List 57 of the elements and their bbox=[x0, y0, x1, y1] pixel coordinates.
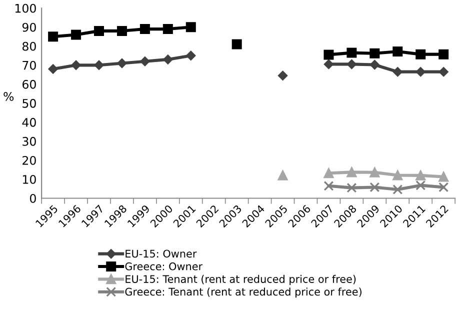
y-tick-label: 50 bbox=[22, 98, 36, 108]
point bbox=[392, 170, 403, 180]
legend-label: Greece: Owner bbox=[125, 262, 203, 270]
point bbox=[346, 167, 357, 178]
point bbox=[116, 26, 127, 36]
point bbox=[162, 24, 173, 34]
point bbox=[48, 64, 58, 74]
point bbox=[346, 182, 357, 193]
point bbox=[416, 67, 426, 77]
point bbox=[370, 167, 380, 178]
y-tick-label: 80 bbox=[22, 42, 36, 51]
y-tick-label: 70 bbox=[22, 60, 36, 70]
point bbox=[370, 182, 380, 192]
point bbox=[94, 26, 104, 36]
point bbox=[438, 67, 448, 77]
point bbox=[346, 48, 357, 58]
point bbox=[186, 50, 196, 60]
y-tick-label: 10 bbox=[22, 174, 36, 184]
point bbox=[324, 168, 334, 178]
point bbox=[346, 59, 356, 69]
point bbox=[392, 67, 402, 77]
legend-label: Greece: Tenant (rent at reduced price or free) bbox=[125, 288, 362, 298]
y-tick-label: 60 bbox=[22, 80, 36, 89]
point bbox=[416, 180, 426, 190]
point bbox=[140, 56, 150, 66]
point bbox=[232, 39, 242, 50]
y-tick-label: 90 bbox=[22, 22, 36, 32]
point bbox=[392, 46, 403, 56]
point bbox=[278, 170, 288, 180]
y-tick-label: 20 bbox=[22, 156, 36, 165]
point bbox=[186, 22, 196, 32]
point bbox=[48, 32, 58, 42]
point bbox=[140, 24, 150, 34]
y-tick-label: 0 bbox=[30, 194, 36, 203]
point bbox=[370, 48, 380, 58]
point bbox=[438, 172, 449, 182]
y-tick-label: 30 bbox=[22, 136, 36, 146]
point bbox=[438, 49, 449, 60]
point bbox=[324, 180, 334, 191]
legend-label: EU-15: Tenant (rent at reduced price or free) bbox=[126, 274, 356, 285]
point bbox=[370, 60, 380, 70]
point bbox=[324, 50, 334, 60]
point bbox=[94, 60, 104, 70]
point bbox=[71, 60, 81, 70]
point bbox=[324, 59, 334, 69]
y-tick-label: 40 bbox=[22, 118, 36, 127]
point bbox=[117, 58, 127, 68]
point bbox=[438, 182, 449, 192]
point bbox=[416, 170, 426, 180]
legend-label: EU-15: Owner bbox=[126, 250, 197, 258]
point bbox=[392, 184, 403, 195]
point bbox=[278, 70, 288, 80]
point bbox=[416, 49, 426, 60]
y-axis-title: % bbox=[4, 92, 14, 101]
y-tick-label: 100 bbox=[15, 4, 36, 13]
point bbox=[163, 54, 173, 64]
point bbox=[71, 30, 82, 40]
